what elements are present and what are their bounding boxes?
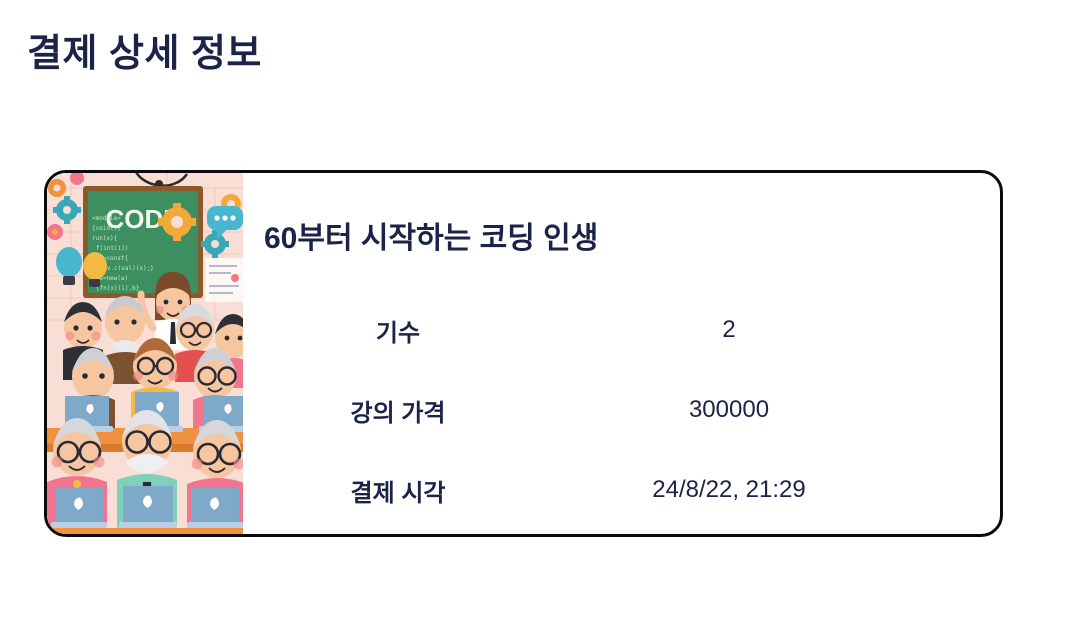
svg-text:cls=new(a): cls=new(a) [92,275,128,282]
detail-row-cohort: 기수 2 [243,290,905,370]
svg-text:for=const{: for=const{ [92,255,128,262]
svg-text:run(x){: run(x){ [92,235,117,242]
detail-value-cohort: 2 [722,316,736,343]
detail-row-paid-at: 결제 시각 24/8/22, 21:29 [243,450,905,530]
payment-card-body: 60부터 시작하는 코딩 인생 기수 2 강의 가격 300000 결제 시각 … [243,173,1000,534]
course-thumbnail-image: CODE <module> {void()} run(x){ f(int(i))… [47,173,243,534]
course-thumbnail-illustration: CODE <module> {void()} run(x){ f(int(i))… [47,173,243,534]
svg-text:{void()}: {void()} [92,225,121,232]
course-title: 60부터 시작하는 코딩 인생 [264,222,599,255]
svg-text:<module>: <module> [92,215,121,222]
svg-text:f(int(i)): f(int(i)) [96,245,129,252]
detail-value-price: 300000 [688,396,770,423]
detail-row-price: 강의 가격 300000 [243,370,905,450]
svg-text:{fn(x)(i),b}: {fn(x)(i),b} [96,285,139,292]
svg-text:{lev.c(val)(x);}: {lev.c(val)(x);} [96,265,154,272]
detail-label-price: 강의 가격 [350,399,446,427]
payment-detail-card: CODE <module> {void()} run(x){ f(int(i))… [44,170,1003,537]
page-title: 결제 상세 정보 [27,33,262,75]
payment-detail-list: 기수 2 강의 가격 300000 결제 시각 24/8/22, 21:29 [243,290,905,530]
detail-label-cohort: 기수 [375,319,421,347]
detail-label-paid-at: 결제 시각 [350,479,446,507]
detail-value-paid-at: 24/8/22, 21:29 [652,476,806,503]
